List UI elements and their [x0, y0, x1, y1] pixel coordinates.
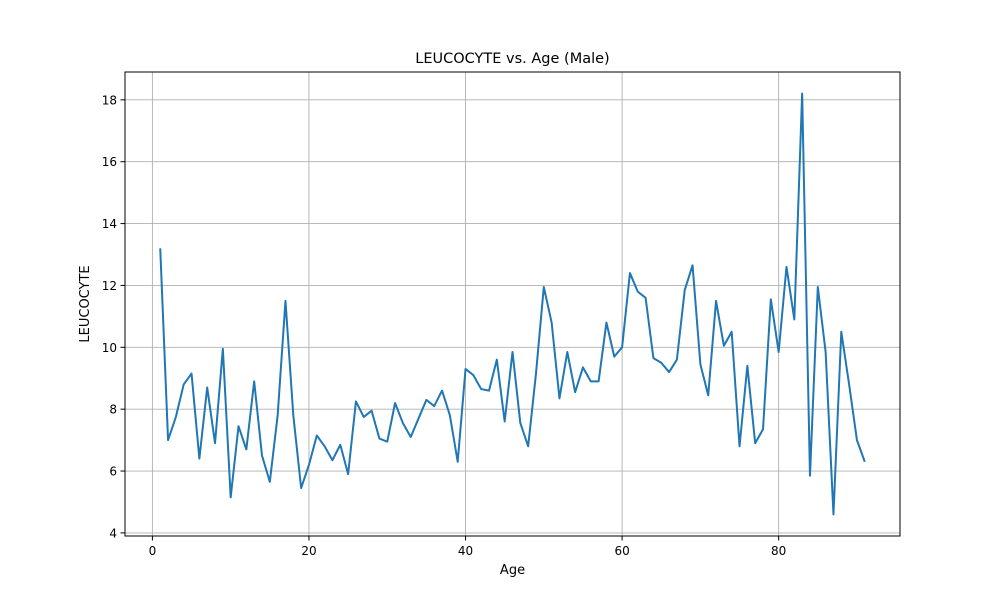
y-tick-label: 18: [102, 93, 117, 107]
grid-lines: [125, 72, 900, 536]
x-axis-label: Age: [500, 563, 525, 578]
axis-ticks: 0 20 40 60 80 4 6 8 10 12 14 16 18: [102, 93, 787, 558]
chart-title: LEUCOCYTE vs. Age (Male): [415, 51, 609, 67]
x-tick-label: 20: [301, 544, 316, 558]
x-tick-label: 80: [771, 544, 786, 558]
series-line: [159, 92, 866, 516]
y-axis-label: LEUCOCYTE: [78, 265, 93, 342]
y-tick-label: 16: [102, 155, 117, 169]
series-lines: [159, 92, 866, 516]
y-tick-label: 4: [109, 526, 117, 540]
x-tick-label: 0: [149, 544, 157, 558]
y-tick-label: 14: [102, 217, 117, 231]
y-tick-label: 12: [102, 279, 117, 293]
x-tick-label: 40: [458, 544, 473, 558]
y-tick-label: 6: [109, 465, 117, 479]
y-tick-label: 8: [109, 403, 117, 417]
x-tick-label: 60: [614, 544, 629, 558]
y-tick-label: 10: [102, 341, 117, 355]
plot-frame: [124, 71, 901, 537]
